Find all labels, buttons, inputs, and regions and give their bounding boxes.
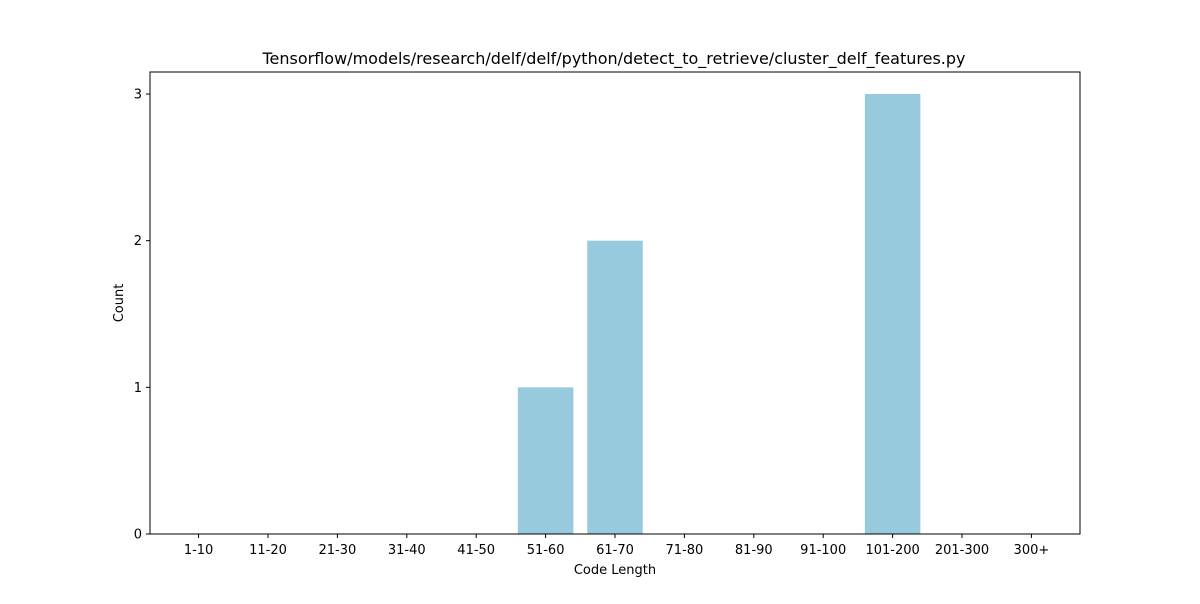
bar-51-60 [517, 387, 574, 534]
x-tick-label: 41-50 [457, 543, 495, 558]
x-tick-label: 31-40 [388, 543, 426, 558]
x-tick-label: 91-100 [800, 543, 846, 558]
x-tick-label: 71-80 [666, 543, 704, 558]
x-tick-label: 101-200 [865, 543, 919, 558]
x-tick-label: 11-20 [249, 543, 287, 558]
bar-101-200 [864, 94, 921, 534]
x-tick-label: 51-60 [527, 543, 565, 558]
x-tick-label: 81-90 [735, 543, 773, 558]
y-tick-label: 2 [134, 234, 142, 249]
y-tick-label: 1 [134, 381, 142, 396]
x-tick-label: 1-10 [184, 543, 214, 558]
bar-61-70 [587, 240, 643, 535]
y-tick-label: 3 [134, 88, 142, 103]
x-tick-label: 300+ [1014, 543, 1050, 558]
x-tick-label: 201-300 [935, 543, 989, 558]
chart-title: Tensorflow/models/research/delf/delf/pyt… [261, 49, 965, 69]
x-tick-label: 61-70 [596, 543, 634, 558]
y-axis-label: Count [112, 284, 127, 323]
y-tick-label: 0 [134, 528, 142, 543]
x-tick-label: 21-30 [318, 543, 356, 558]
x-axis: 1-10 11-20 21-30 31-40 41-50 51-60 61-70 71-80 8… [184, 534, 1049, 558]
bars-layer [517, 94, 921, 535]
x-axis-label: Code Length [574, 563, 656, 578]
y-axis: 0 1 2 3 [134, 88, 150, 543]
